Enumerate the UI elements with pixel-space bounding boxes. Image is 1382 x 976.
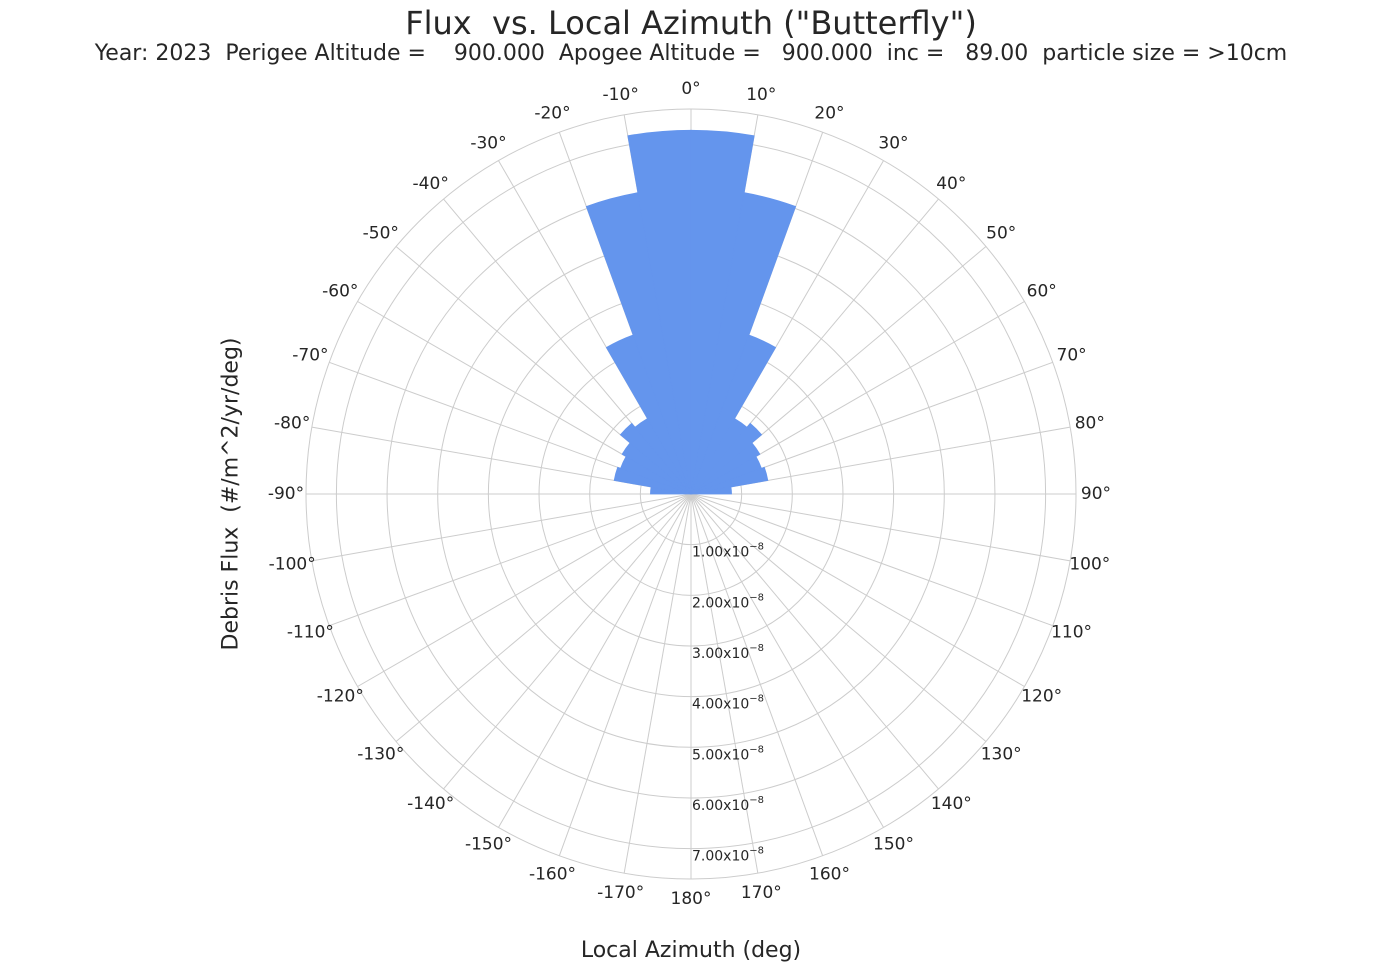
angle-tick-label: 100° bbox=[1069, 554, 1110, 574]
angle-tick-label: 60° bbox=[1027, 282, 1057, 302]
angle-tick-label: -110° bbox=[287, 623, 334, 643]
angle-tick-label: 110° bbox=[1051, 623, 1092, 643]
angle-gridline bbox=[690, 493, 759, 874]
flux-bar bbox=[690, 192, 797, 495]
angle-gridline bbox=[357, 493, 692, 687]
angle-gridline bbox=[690, 493, 987, 742]
angle-tick-label: -30° bbox=[470, 133, 506, 153]
radial-tick-label: 4.00x10−8 bbox=[692, 694, 764, 713]
angle-tick-label: 120° bbox=[1021, 687, 1062, 707]
angle-tick-label: -70° bbox=[292, 346, 328, 366]
radial-tick-label: 1.00x10−8 bbox=[692, 542, 764, 561]
angle-gridline bbox=[690, 493, 1071, 562]
angle-gridline bbox=[329, 493, 692, 627]
angle-tick-label: -140° bbox=[407, 794, 454, 814]
angle-gridline bbox=[558, 493, 692, 856]
angle-tick-label: 150° bbox=[873, 835, 914, 855]
angle-gridline bbox=[690, 493, 1025, 687]
angle-tick-label: -40° bbox=[413, 174, 449, 194]
radial-tick-label: 3.00x10−8 bbox=[692, 643, 764, 662]
chart-subtitle: Year: 2023 Perigee Altitude = 900.000 Ap… bbox=[94, 41, 1288, 66]
flux-bar bbox=[690, 442, 761, 495]
angle-gridline bbox=[443, 493, 692, 790]
angle-gridline bbox=[690, 493, 1053, 627]
angle-tick-label: 130° bbox=[981, 744, 1022, 764]
flux-bar bbox=[690, 422, 763, 495]
radial-tick-labels: 1.00x10−8 2.00x10−8 3.00x10−8 4.00x10−8 5.00… bbox=[692, 542, 764, 865]
flux-bar bbox=[690, 334, 777, 495]
flux-bar bbox=[690, 466, 769, 495]
angle-gridline bbox=[395, 493, 692, 742]
angle-tick-label: -90° bbox=[268, 484, 304, 504]
angle-tick-label: 30° bbox=[878, 133, 908, 153]
angle-tick-label: -100° bbox=[269, 554, 316, 574]
angle-tick-label: -170° bbox=[597, 883, 644, 903]
angle-tick-label: -160° bbox=[529, 865, 576, 885]
radial-tick-label: 2.00x10−8 bbox=[692, 592, 764, 611]
angle-tick-label: 20° bbox=[814, 103, 844, 123]
radial-tick-label: 6.00x10−8 bbox=[692, 795, 764, 814]
angle-gridline bbox=[498, 493, 692, 828]
angle-gridline bbox=[690, 493, 824, 856]
angle-tick-label: -20° bbox=[534, 103, 570, 123]
angle-tick-label: 80° bbox=[1075, 414, 1105, 434]
angle-tick-label: 160° bbox=[809, 865, 850, 885]
flux-bars bbox=[585, 129, 797, 495]
angle-tick-label: -50° bbox=[363, 224, 399, 244]
radial-tick-label: 7.00x10−8 bbox=[692, 846, 764, 865]
angle-tick-label: 50° bbox=[986, 224, 1016, 244]
angle-tick-label: 40° bbox=[936, 174, 966, 194]
angle-tick-labels: 0° 10° 20° 30° 40° 50° 60° 70° 80° 90° 100° 110° 120… bbox=[268, 79, 1111, 909]
angle-tick-label: 170° bbox=[741, 883, 782, 903]
radial-tick-label: 5.00x10−8 bbox=[692, 744, 764, 763]
angle-tick-label: 70° bbox=[1057, 346, 1087, 366]
angle-tick-label: -130° bbox=[357, 744, 404, 764]
angle-tick-label: 180° bbox=[671, 889, 712, 909]
chart-title: Flux vs. Local Azimuth ("Butterfly") bbox=[405, 4, 977, 42]
angle-tick-label: -120° bbox=[317, 687, 364, 707]
angle-tick-label: 90° bbox=[1081, 484, 1111, 504]
flux-bar bbox=[619, 422, 692, 495]
angle-tick-label: -80° bbox=[274, 414, 310, 434]
angle-tick-label: 0° bbox=[681, 79, 700, 99]
angle-gridline bbox=[311, 493, 692, 562]
angle-gridline bbox=[690, 493, 939, 790]
angle-gridline bbox=[690, 493, 884, 828]
flux-bar bbox=[690, 486, 732, 495]
angle-tick-label: -150° bbox=[465, 835, 512, 855]
x-axis-label: Local Azimuth (deg) bbox=[580, 938, 802, 963]
angle-tick-label: -60° bbox=[322, 282, 358, 302]
angle-tick-label: -10° bbox=[603, 85, 639, 105]
angle-gridline bbox=[623, 493, 692, 874]
angle-tick-label: 10° bbox=[746, 85, 776, 105]
angle-tick-label: 140° bbox=[931, 794, 972, 814]
